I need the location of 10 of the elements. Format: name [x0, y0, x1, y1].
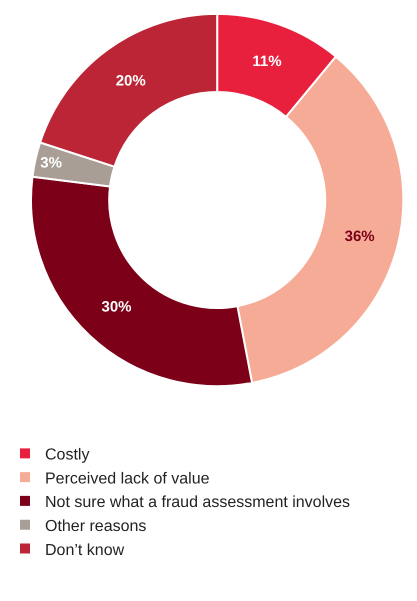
legend-label: Other reasons: [45, 518, 146, 535]
legend-label: Not sure what a fraud assessment involves: [45, 494, 350, 512]
legend-label: Perceived lack of value: [45, 470, 210, 488]
data-label: 11%: [252, 53, 282, 70]
data-label: 3%: [40, 154, 62, 172]
data-label: 30%: [101, 298, 132, 316]
legend-label: Costly: [45, 446, 90, 464]
legend-label: Don’t know: [45, 542, 125, 559]
data-label: 36%: [344, 228, 375, 246]
data-label: 20%: [116, 72, 146, 90]
